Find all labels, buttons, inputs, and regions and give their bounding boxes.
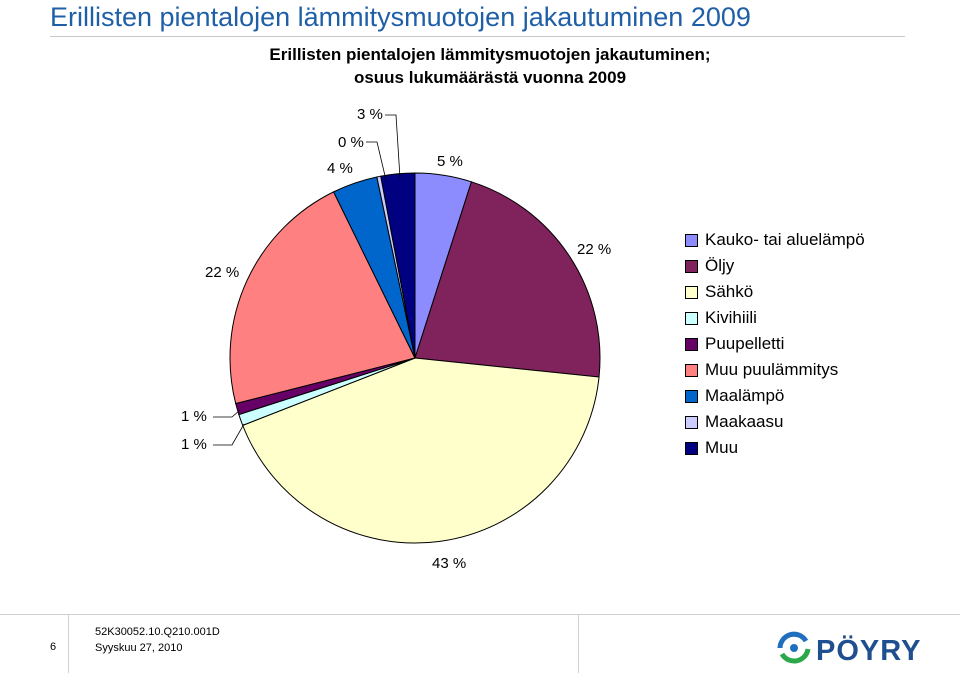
legend-label: Maalämpö [705,386,785,405]
chart-title-line-2: osuus lukumäärästä vuonna 2009 [353,68,627,87]
pie-slice-9 [380,172,416,359]
legend-swatch [685,259,698,273]
legend-swatch [685,441,698,455]
legend-swatch [685,233,698,247]
data-label: 43 % [432,555,466,572]
legend-item: Maalämpö [685,383,865,409]
legend-label: Kivihiili [705,308,757,327]
legend-item: Puupelletti [685,331,865,357]
data-label: 4 % [327,160,353,177]
legend-label: Sähkö [705,282,754,301]
document-code: 52K30052.10.Q210.001D [95,626,220,638]
logo-mark-icon [777,631,811,664]
leader-line [213,409,241,418]
legend-item: Muu [685,435,865,461]
footer-separator [578,615,579,673]
document-date: Syyskuu 27, 2010 [95,642,183,654]
legend-label: Muu puulämmitys [705,360,839,379]
title-divider [50,36,905,37]
leader-line [366,141,387,181]
legend-item: Öljy [685,253,865,279]
slide-title: Erillisten pientalojen lämmitysmuotojen … [50,2,751,32]
legend-swatch [685,311,698,325]
data-label: 22 % [205,264,239,281]
legend-item: Kivihiili [685,305,865,331]
leader-line [213,423,245,446]
data-label: 0 % [338,134,364,151]
chart-legend: Kauko- tai aluelämpö Öljy Sähkö Kivihiili Pu… [685,227,865,461]
data-label: 1 % [181,408,207,425]
data-label: 5 % [437,153,463,170]
legend-label: Puupelletti [705,334,785,353]
legend-item: Sähkö [685,279,865,305]
data-label: 22 % [577,241,611,258]
footer-separator [68,615,69,673]
legend-swatch [685,285,698,299]
legend-item: Kauko- tai aluelämpö [685,227,865,253]
legend-swatch [685,363,698,377]
chart-title-line-1: Erillisten pientalojen lämmitysmuotojen … [269,45,711,64]
legend-label: Maakaasu [705,412,784,431]
legend-item: Maakaasu [685,409,865,435]
legend-swatch [685,389,698,403]
legend-swatch [685,337,698,351]
pie-slice-3 [242,357,600,544]
legend-label: Muu [705,438,739,457]
data-label: 1 % [181,436,207,453]
pie-slice-6 [229,191,416,405]
legend-swatch [685,415,698,429]
leader-line [385,114,401,179]
data-label: 3 % [357,106,383,123]
legend-label: Öljy [705,256,735,275]
svg-text:PÖYRY: PÖYRY [816,634,921,667]
pie-slice-2 [414,181,601,378]
legend-item: Muu puulämmitys [685,357,865,383]
poyry-logo: PÖYRY [776,630,951,673]
page-number: 6 [50,641,57,653]
legend-label: Kauko- tai aluelämpö [705,230,865,249]
footer-divider [0,614,960,615]
